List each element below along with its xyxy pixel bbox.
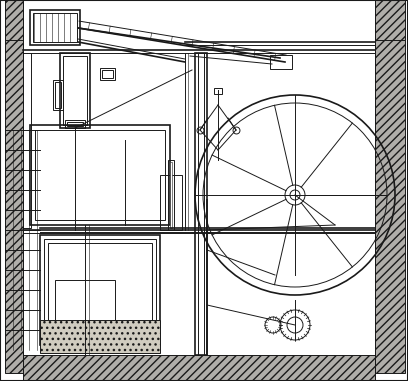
Bar: [40, 235, 160, 345]
Bar: [55, 82, 61, 108]
Bar: [33, 13, 77, 42]
Bar: [60, 53, 90, 128]
Bar: [375, 0, 405, 373]
Bar: [53, 80, 63, 110]
Bar: [100, 68, 115, 80]
Bar: [40, 320, 160, 353]
Bar: [23, 53, 31, 228]
Bar: [102, 70, 113, 78]
Bar: [30, 10, 80, 45]
Bar: [23, 355, 375, 381]
Bar: [5, 0, 23, 373]
Bar: [198, 53, 204, 355]
Bar: [63, 56, 87, 125]
Bar: [170, 162, 172, 228]
Bar: [65, 120, 85, 128]
Bar: [30, 125, 170, 225]
Bar: [195, 53, 207, 355]
Bar: [44, 239, 156, 341]
Bar: [55, 280, 115, 345]
Bar: [375, 0, 405, 40]
Bar: [35, 130, 165, 220]
Bar: [5, 0, 23, 40]
Bar: [48, 243, 152, 337]
Bar: [270, 55, 292, 69]
Bar: [160, 175, 182, 230]
Bar: [168, 160, 174, 230]
Bar: [214, 88, 222, 94]
Bar: [67, 122, 83, 126]
